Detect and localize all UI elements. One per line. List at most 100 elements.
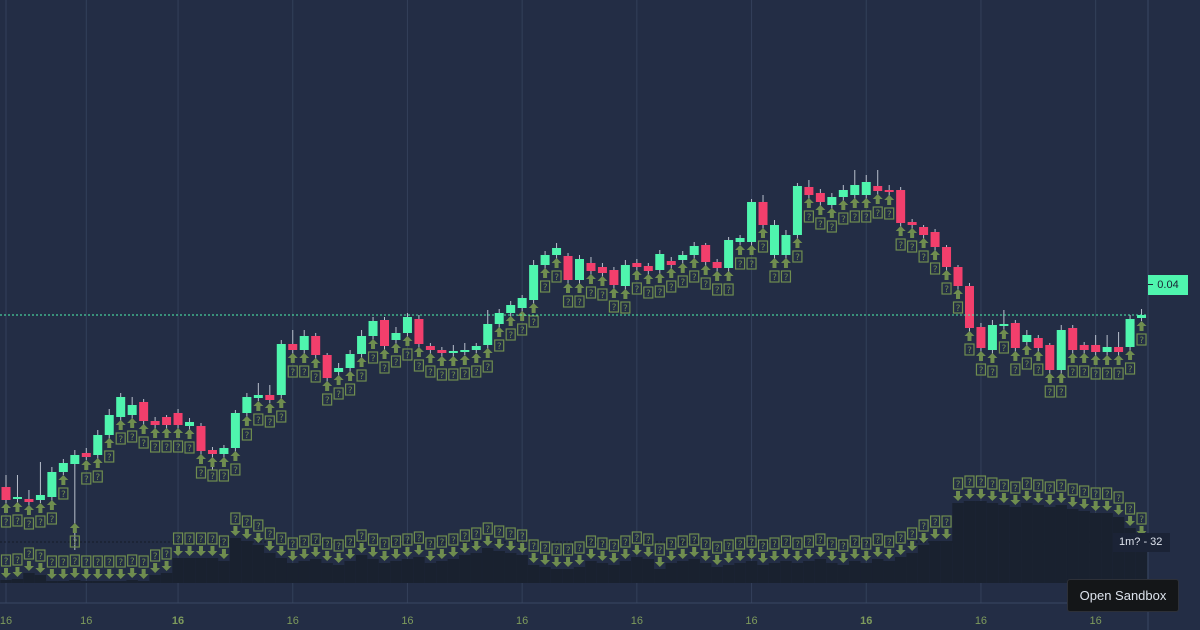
marker-glyph: ? — [233, 466, 238, 476]
candle — [815, 189, 825, 207]
marker-box — [654, 285, 665, 298]
marker-box — [803, 210, 815, 223]
candle-body — [299, 336, 309, 350]
marker-glyph: ? — [554, 273, 559, 283]
candle-body — [1091, 345, 1101, 352]
candle — [1079, 342, 1089, 355]
arrow-up-icon — [448, 356, 459, 366]
arrow-up-icon — [1033, 351, 1044, 361]
candle — [162, 415, 172, 430]
arrow-down-icon — [585, 549, 596, 559]
marker-box — [150, 549, 161, 562]
marker-glyph: ? — [1036, 482, 1041, 492]
arrow-down-icon — [58, 569, 69, 579]
marker-box — [367, 351, 379, 364]
open-sandbox-button[interactable]: Open Sandbox — [1067, 579, 1179, 612]
candle-body — [575, 259, 584, 280]
arrow-up-icon — [987, 353, 998, 363]
arrow-down-icon — [92, 569, 103, 579]
marker-box — [356, 529, 367, 542]
volume-marker: ? — [150, 549, 161, 562]
marker-glyph: ? — [118, 558, 123, 568]
volume-bar — [115, 581, 127, 583]
signal-marker: ? — [230, 463, 241, 476]
candle — [265, 385, 275, 403]
volume-bar — [137, 581, 150, 583]
signal-marker: ? — [792, 250, 803, 263]
marker-box — [23, 517, 35, 530]
arrow-up-icon — [907, 228, 918, 238]
candle — [288, 330, 298, 355]
arrow-down-icon — [700, 551, 711, 561]
marker-box — [528, 539, 539, 552]
candle-body — [368, 321, 378, 336]
marker-glyph: ? — [611, 542, 616, 552]
candle-body — [552, 248, 562, 255]
marker-box — [780, 535, 792, 548]
signal-marker: ? — [998, 341, 1009, 354]
volume-marker: ? — [815, 533, 826, 546]
volume-marker: ? — [471, 527, 482, 540]
volume-bar — [665, 563, 677, 583]
marker-box — [172, 532, 184, 545]
volume-bar — [516, 555, 528, 583]
volume-bar — [826, 563, 838, 583]
arrow-up-icon — [1056, 373, 1067, 383]
volume-bar — [1009, 507, 1022, 583]
marker-box — [1021, 357, 1032, 370]
candle — [299, 330, 309, 355]
volume-marker: ? — [803, 535, 815, 548]
signal-marker: ? — [803, 210, 815, 223]
volume-marker: ? — [184, 532, 195, 545]
volume-bar — [344, 561, 356, 583]
marker-box — [838, 212, 849, 225]
marker-box — [299, 535, 310, 548]
signal-marker: ? — [1010, 363, 1021, 376]
volume-bar — [539, 567, 551, 583]
marker-box — [838, 539, 849, 552]
candle — [552, 243, 562, 260]
signal-marker: ? — [861, 210, 872, 223]
volume-bar — [298, 561, 310, 583]
arrow-up-icon — [689, 258, 700, 268]
marker-glyph: ? — [198, 535, 203, 545]
marker-box — [345, 383, 356, 396]
arrow-down-icon — [299, 549, 310, 559]
marker-box — [895, 238, 906, 251]
signal-marker: ? — [276, 410, 287, 423]
candle-body — [506, 305, 516, 313]
signal-marker: ? — [689, 270, 700, 283]
signal-marker: ? — [425, 365, 436, 378]
volume-marker: ? — [1090, 487, 1101, 500]
marker-glyph: ? — [256, 522, 261, 532]
marker-glyph: ? — [221, 472, 226, 482]
candle — [311, 333, 321, 360]
arrow-down-icon — [69, 568, 80, 578]
marker-glyph: ? — [554, 546, 559, 556]
signal-marker: ? — [723, 283, 734, 296]
marker-box — [815, 217, 826, 230]
marker-box — [998, 341, 1009, 354]
arrow-down-icon — [436, 549, 447, 559]
marker-glyph: ? — [783, 538, 788, 548]
marker-box — [127, 554, 138, 567]
candle — [460, 343, 470, 355]
marker-box — [872, 533, 883, 546]
volume-marker: ? — [69, 554, 80, 567]
candle-body — [139, 402, 149, 421]
signal-marker: ? — [838, 212, 849, 225]
signal-marker: ? — [700, 277, 711, 290]
marker-glyph: ? — [474, 368, 479, 378]
arrow-down-icon — [322, 551, 333, 561]
marker-box — [505, 328, 516, 341]
arrow-down-icon — [1125, 516, 1136, 526]
candle — [792, 183, 802, 239]
marker-glyph: ? — [818, 536, 823, 546]
marker-box — [861, 210, 872, 223]
candle — [173, 409, 183, 431]
volume-marker: ? — [287, 537, 298, 550]
volume-marker: ? — [907, 527, 918, 540]
arrow-down-icon — [459, 543, 470, 553]
volume-bar — [172, 558, 184, 583]
